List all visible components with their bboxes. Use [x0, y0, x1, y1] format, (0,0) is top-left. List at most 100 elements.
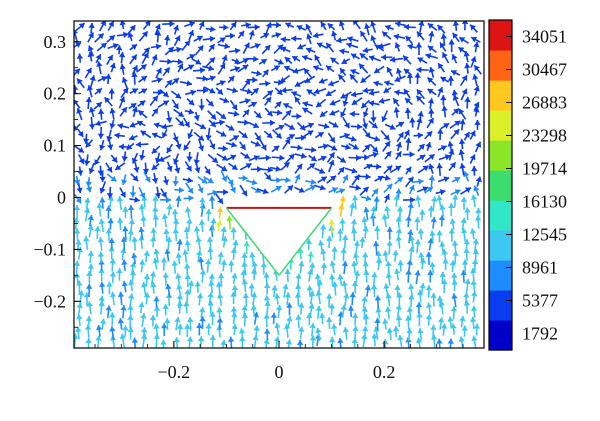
arrow-head	[223, 24, 229, 31]
arrow-head	[74, 204, 81, 211]
arrow-head	[447, 338, 454, 344]
arrow-head	[108, 238, 115, 244]
arrow-head	[341, 58, 348, 64]
arrow-head	[255, 112, 262, 119]
arrow-head	[238, 31, 245, 37]
arrow-head	[392, 326, 400, 332]
colorbar-tick-label: 19714	[522, 158, 567, 178]
obstacle-left-edge	[225, 207, 280, 276]
arrow-head	[341, 260, 349, 267]
arrow-head	[87, 214, 94, 221]
arrow-head	[473, 185, 480, 192]
arrow-head	[288, 124, 295, 130]
arrow-head	[241, 190, 247, 197]
arrow-head	[122, 206, 129, 212]
arrow-head	[386, 165, 393, 172]
arrow-head	[109, 312, 116, 318]
arrow-head	[430, 217, 437, 223]
arrow-head	[452, 250, 459, 256]
arrow-head	[263, 32, 269, 39]
arrow-head	[138, 204, 146, 210]
arrow-head	[395, 188, 402, 194]
arrow-head	[337, 228, 344, 234]
arrow-head	[250, 101, 257, 108]
arrow-head	[339, 188, 345, 195]
arrow-head	[347, 305, 355, 311]
arrow-head	[353, 270, 361, 276]
arrow-head	[182, 249, 189, 255]
arrow-head	[150, 282, 157, 288]
arrow-head	[373, 326, 380, 333]
arrow-head	[82, 138, 90, 144]
arrow-head	[219, 37, 226, 43]
arrow-head	[428, 31, 435, 37]
arrow-head	[227, 336, 235, 342]
arrow-head	[162, 303, 169, 309]
arrow-head	[85, 97, 92, 103]
arrow-head	[470, 279, 478, 286]
colorbar-segment	[489, 200, 512, 231]
arrow-head	[263, 313, 270, 319]
arrow-head	[78, 158, 85, 165]
arrow-head	[447, 141, 454, 147]
arrow-head	[284, 65, 291, 72]
arrow-head	[372, 151, 379, 158]
arrow-head	[275, 304, 283, 311]
arrow-head	[431, 196, 438, 202]
arrow-head	[370, 284, 378, 290]
arrow-head	[362, 87, 369, 94]
arrow-head	[183, 301, 190, 307]
arrow-head	[473, 85, 480, 92]
arrow-head	[340, 247, 347, 253]
x-tick-label: −0.2	[158, 362, 191, 382]
arrow-head	[166, 147, 173, 154]
arrow-head	[408, 246, 415, 253]
arrow-head	[199, 316, 206, 322]
arrow-head	[121, 259, 128, 265]
arrow-head	[133, 166, 140, 173]
arrow-head	[416, 312, 423, 318]
arrow-head	[184, 40, 190, 47]
x-tick-label: 0	[275, 362, 284, 382]
arrow-head	[165, 283, 172, 290]
arrow-head	[398, 121, 404, 128]
arrow-head	[273, 65, 280, 72]
arrow-head	[230, 21, 237, 28]
arrow-head	[208, 65, 214, 72]
arrow-head	[166, 79, 172, 86]
arrow-head	[331, 187, 338, 193]
arrow-head	[244, 98, 251, 105]
arrow-head	[417, 132, 423, 139]
arrow-head	[99, 187, 106, 194]
arrow-head	[330, 57, 337, 64]
arrow-head	[151, 177, 159, 184]
arrow-head	[351, 167, 358, 174]
arrow-head	[341, 280, 348, 287]
arrow-head	[351, 99, 358, 105]
arrow-head	[262, 188, 269, 195]
arrow-head	[209, 87, 216, 94]
arrow-head	[198, 219, 206, 226]
arrow-head	[142, 168, 150, 175]
arrow-head	[470, 305, 478, 311]
arrow-head	[430, 324, 437, 330]
arrow-head	[461, 88, 468, 95]
arrow-head	[141, 31, 148, 38]
arrow-head	[383, 194, 390, 201]
arrow-head	[280, 46, 287, 53]
arrow-head	[139, 259, 146, 265]
arrow-head	[97, 108, 105, 115]
arrow-head	[375, 163, 382, 170]
arrow-head	[257, 166, 263, 173]
arrow-head	[383, 283, 390, 289]
arrow-head	[275, 101, 282, 108]
arrow-head	[129, 121, 136, 128]
arrow-head	[189, 54, 196, 60]
arrow-head	[473, 41, 480, 48]
arrow-head	[241, 279, 249, 285]
arrow-head	[172, 136, 179, 142]
arrow-head	[405, 166, 412, 173]
arrow-head	[428, 154, 435, 160]
arrow-head	[74, 68, 80, 75]
